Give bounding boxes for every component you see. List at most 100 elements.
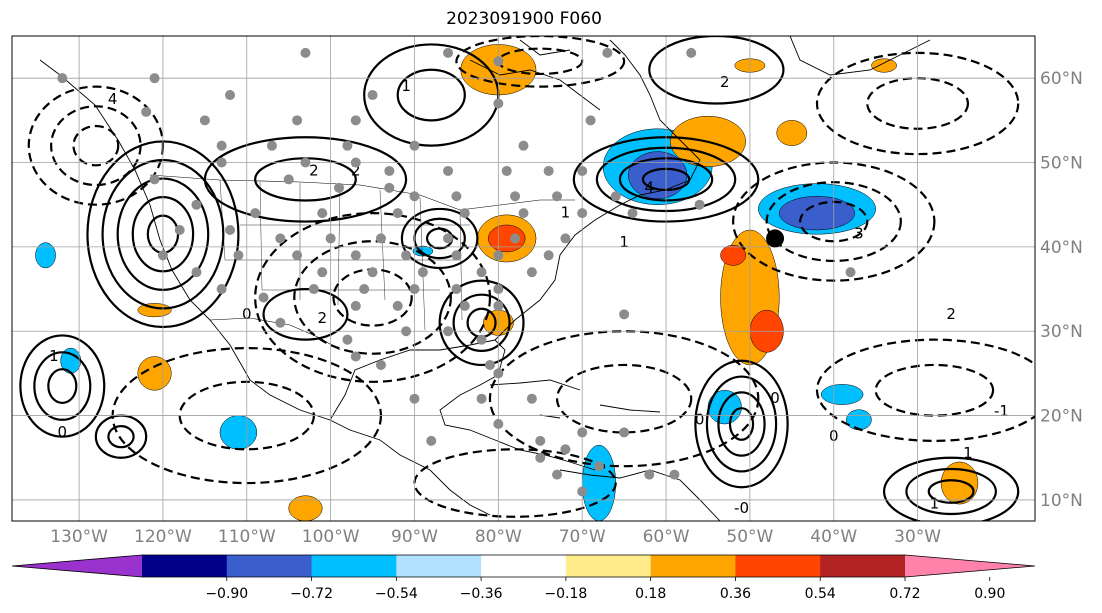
station-markers (57, 47, 856, 497)
station-dot-12 (292, 115, 303, 126)
station-dot-43 (518, 208, 529, 219)
station-dot-23 (384, 165, 395, 176)
coastline-atlantic (494, 39, 701, 341)
colorbar-segment-5 (565, 555, 652, 577)
longitude-labels: 130°W 120°W 110°W 100°W 90°W 80°W 70°W 60°W 50°W… (50, 527, 941, 547)
station-dot-58 (401, 250, 412, 261)
contour-dashed-15-2 (455, 36, 626, 88)
colorbar-label-5: 0.18 (635, 586, 666, 602)
shaded-region-11 (581, 444, 616, 521)
colorbar-segment-7 (735, 555, 821, 577)
contour-dashed-18-1 (874, 363, 995, 417)
station-dot-67 (526, 267, 537, 278)
station-dot-25 (501, 165, 512, 176)
highlight-marker (766, 229, 785, 248)
station-dot-36 (610, 191, 621, 202)
station-dot-0 (300, 47, 311, 58)
lon-label-7: 60°W (643, 527, 690, 547)
contour-label-5: 4 (645, 178, 655, 196)
colorbar-segment-4 (481, 555, 567, 577)
station-dot-63 (317, 267, 328, 278)
shaded-region-15 (288, 495, 323, 521)
station-dot-32 (409, 191, 420, 202)
colorbar-label-0: −0.90 (205, 586, 248, 602)
station-dot-29 (283, 174, 294, 185)
shaded-region-16 (35, 242, 56, 269)
station-dot-96 (535, 452, 546, 463)
station-dot-42 (459, 208, 470, 219)
station-dot-5 (149, 73, 160, 84)
colorbar-label-4: −0.18 (544, 586, 587, 602)
colorbar (11, 554, 1036, 578)
station-dot-44 (577, 208, 588, 219)
station-dot-73 (493, 284, 504, 295)
shaded-region-20 (846, 409, 872, 431)
map-background (12, 36, 1035, 521)
station-dot-65 (417, 267, 428, 278)
lat-label-0: 60°N (1040, 69, 1083, 89)
colorbar-segment-1 (226, 555, 313, 577)
colorbar-outline (11, 554, 1036, 578)
contour-label-14: 0 (58, 423, 68, 441)
station-dot-80 (342, 334, 353, 345)
lon-label-2: 110°W (218, 527, 276, 547)
station-dot-18 (409, 140, 420, 151)
colorbar-label-2: −0.54 (375, 586, 418, 602)
contour-label-9: 1 (561, 204, 571, 222)
station-dot-99 (577, 486, 588, 497)
lon-label-3: 100°W (302, 527, 360, 547)
highlight-marker-layer (766, 229, 785, 248)
station-dot-8 (367, 90, 378, 101)
station-dot-41 (392, 208, 403, 219)
station-dot-33 (451, 191, 462, 202)
station-dot-46 (174, 225, 185, 235)
station-dot-28 (149, 174, 160, 185)
station-dot-56 (292, 250, 303, 261)
colorbar-label-8: 0.72 (889, 586, 920, 602)
lat-label-4: 20°N (1040, 407, 1083, 427)
station-dot-61 (543, 250, 554, 261)
contour-dashed-18-2 (815, 338, 1035, 442)
station-dot-90 (577, 427, 588, 438)
contour-dashed-14-2 (50, 105, 142, 187)
station-dot-93 (669, 469, 680, 480)
contour-solid-7-1 (927, 479, 975, 504)
station-dot-2 (493, 56, 504, 67)
contour-solid-6-2 (33, 351, 92, 421)
shaded-region-10 (720, 244, 746, 266)
shaded-region-7 (488, 224, 526, 253)
lon-label-0: 130°W (50, 527, 108, 547)
lon-label-4: 90°W (391, 527, 438, 547)
station-dot-34 (510, 191, 521, 202)
station-dot-9 (493, 98, 504, 109)
coastline-hudson (469, 39, 601, 111)
station-dot-89 (493, 419, 504, 429)
station-dot-7 (225, 90, 236, 101)
station-dot-79 (275, 317, 286, 328)
shaded-region-13 (940, 461, 979, 505)
contour-label-8: 3 (854, 225, 864, 243)
colorbar-label-6: 0.36 (720, 586, 751, 602)
station-dot-21 (300, 157, 311, 168)
lat-label-3: 30°N (1040, 322, 1083, 342)
colorbar-label-9: 0.90 (974, 586, 1005, 602)
contour-label-20: 0 (695, 410, 705, 428)
contour-label-7: -1 (994, 402, 1009, 420)
station-dot-52 (510, 233, 521, 244)
colorbar-segment-2 (311, 555, 397, 577)
station-dot-31 (384, 182, 395, 193)
station-dot-39 (250, 208, 261, 219)
station-dot-74 (258, 292, 269, 303)
contour-solid-11-1 (262, 287, 349, 341)
station-dot-64 (367, 267, 378, 278)
station-dot-95 (560, 444, 571, 455)
station-dot-81 (401, 326, 412, 337)
lon-label-1: 120°W (134, 527, 192, 547)
colorbar-extend-high (905, 555, 1035, 577)
station-dot-50 (375, 233, 386, 244)
station-dot-87 (476, 393, 487, 404)
station-dot-76 (392, 300, 403, 311)
station-dot-97 (593, 461, 604, 472)
shaded-region-14 (219, 415, 258, 450)
contour-solid-9-1 (648, 36, 785, 105)
